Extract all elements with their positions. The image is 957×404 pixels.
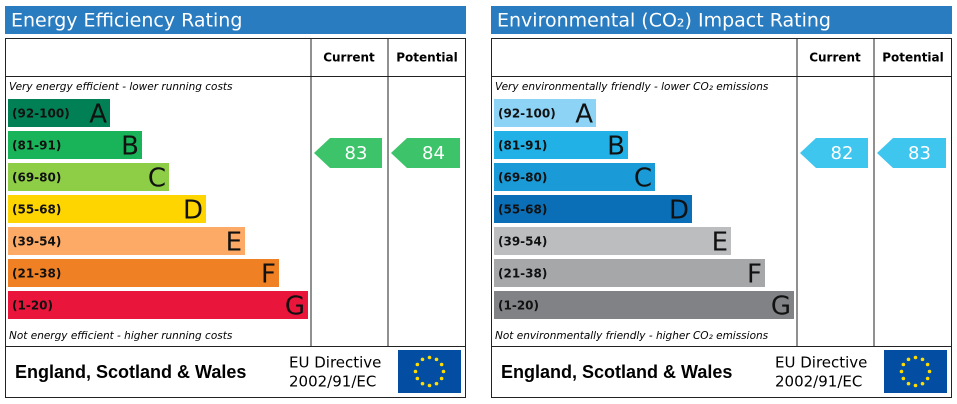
eu-star [413,369,418,374]
band-letter: B [607,132,625,162]
band-range: (92-100) [498,107,556,121]
potential-rating: 83 [908,143,931,164]
directive-line1: EU Directive [775,354,867,372]
band-bar [494,99,596,127]
band-bar [8,259,279,287]
current-arrow [800,138,868,168]
band-letter: G [285,292,305,322]
current-rating: 83 [345,143,368,164]
eu-star [901,376,906,381]
band-letter: C [148,164,166,194]
eu-star [415,376,420,381]
potential-header: Potential [396,51,458,65]
directive-line2: 2002/91/EC [289,373,376,391]
top-note: Very environmentally friendly - lower CO… [495,81,769,93]
eu-star [439,362,444,367]
band-range: (1-20) [12,299,53,313]
band-bar [494,131,628,159]
directive-line1: EU Directive [289,354,381,372]
band-range: (55-68) [498,203,547,217]
current-header: Current [809,51,861,65]
band-letter: D [669,196,689,226]
current-header: Current [323,51,375,65]
band-range: (55-68) [12,203,61,217]
eu-star [925,362,930,367]
band-letter: B [121,132,139,162]
band-range: (21-38) [498,267,547,281]
band-bar [8,163,169,191]
band-letter: F [261,260,276,290]
eu-star [427,355,432,360]
band-bar [8,291,308,319]
title-bar [5,6,466,34]
bottom-note: Not energy efficient - higher running co… [9,330,233,342]
band-bar [8,195,206,223]
eu-star [441,369,446,374]
band-bar [8,227,245,255]
eu-star [927,369,932,374]
bottom-note: Not environmentally friendly - higher CO… [495,330,769,342]
panel-title: Energy Efficiency Rating [11,10,242,32]
band-range: (69-80) [12,171,61,185]
band-letter: A [575,100,593,130]
band-bar [494,195,692,223]
directive-line2: 2002/91/EC [775,373,862,391]
rating-panel: Environmental (CO₂) Impact Rating Current… [491,6,952,398]
current-arrow [314,138,382,168]
band-range: (21-38) [12,267,61,281]
band-range: (1-20) [498,299,539,313]
potential-arrow [877,138,946,168]
current-rating: 82 [831,143,854,164]
eu-star [901,362,906,367]
eu-star [420,381,425,386]
eu-star [913,383,918,388]
panel-title: Environmental (CO₂) Impact Rating [497,10,831,32]
band-range: (92-100) [12,107,70,121]
eu-star [420,357,425,362]
eu-star [899,369,904,374]
potential-header: Potential [882,51,944,65]
band-bar [494,163,655,191]
band-bar [494,259,765,287]
potential-arrow [391,138,460,168]
band-range: (81-91) [12,139,61,153]
band-range: (39-54) [498,235,547,249]
band-range: (81-91) [498,139,547,153]
band-range: (39-54) [12,235,61,249]
eu-star [913,355,918,360]
country: England, Scotland & Wales [501,362,732,382]
band-bar [494,291,794,319]
eu-star [920,357,925,362]
rating-panel: Energy Efficiency Rating Current Potential… [5,6,466,398]
top-note: Very energy efficient - lower running co… [9,81,233,93]
band-letter: D [183,196,203,226]
eu-star [434,357,439,362]
potential-rating: 84 [422,143,445,164]
band-range: (69-80) [498,171,547,185]
band-bar [8,131,142,159]
eu-star [906,357,911,362]
eu-star [427,383,432,388]
eu-star [434,381,439,386]
title-bar [491,6,952,34]
band-letter: E [226,228,242,258]
eu-star [439,376,444,381]
band-letter: E [712,228,728,258]
eu-star [925,376,930,381]
panel-frame [491,38,952,398]
eu-star [415,362,420,367]
band-bar [494,227,731,255]
band-letter: F [747,260,762,290]
country: England, Scotland & Wales [15,362,246,382]
eu-star [920,381,925,386]
band-letter: G [771,292,791,322]
band-letter: C [634,164,652,194]
panel-frame [5,38,466,398]
band-bar [8,99,110,127]
eu-star [906,381,911,386]
band-letter: A [89,100,107,130]
